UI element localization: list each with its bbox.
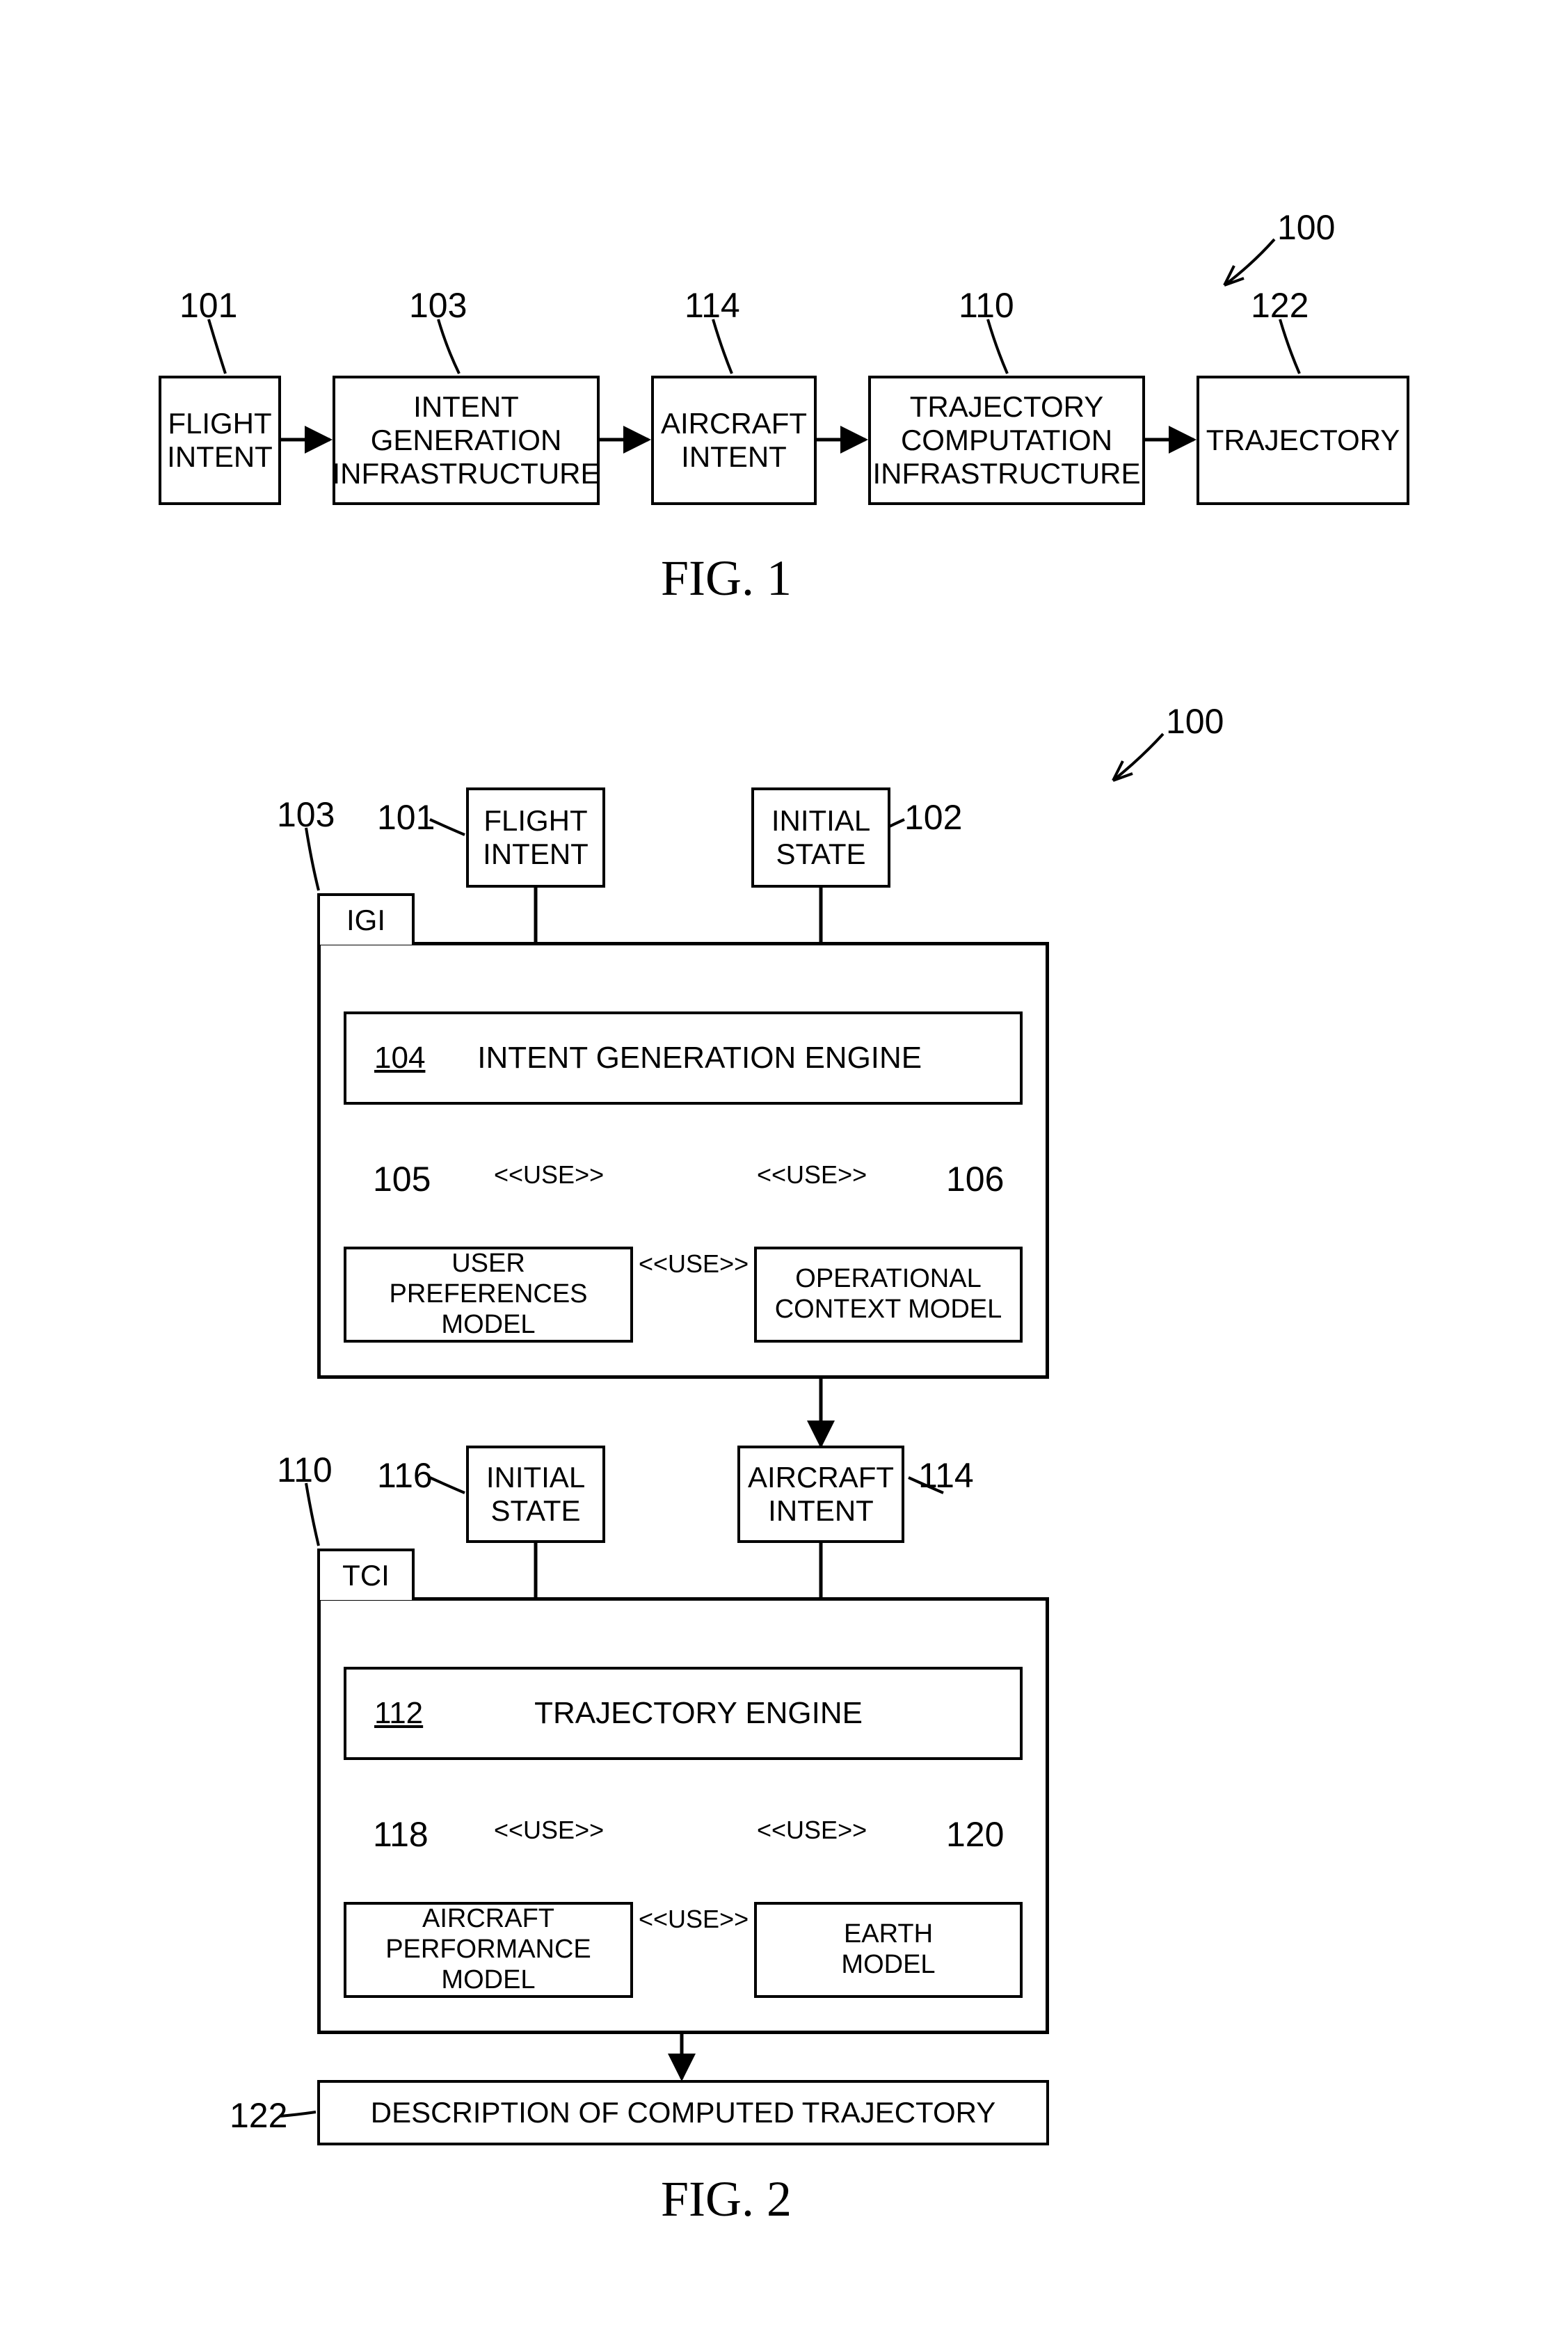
ref-120: 120 (946, 1814, 1004, 1855)
box-label: AIRCRAFTPERFORMANCE MODEL (351, 1904, 626, 1995)
box-intent-gen-infra: INTENTGENERATIONINFRASTRUCTURE (333, 376, 600, 505)
use-3: <<USE>> (639, 1249, 749, 1279)
box-earth-model: EARTHMODEL (754, 1902, 1023, 1998)
box-label: FLIGHTINTENT (167, 407, 273, 474)
box-label: USERPREFERENCES MODEL (351, 1249, 626, 1340)
box-trajectory: TRAJECTORY (1197, 376, 1409, 505)
box-label: INITIALSTATE (771, 804, 870, 872)
box-aircraft-intent: AIRCRAFTINTENT (651, 376, 817, 505)
box-op-context: OPERATIONALCONTEXT MODEL (754, 1247, 1023, 1343)
ref-105: 105 (373, 1159, 431, 1199)
box-label: TRAJECTORY (1206, 424, 1400, 457)
ref-106: 106 (946, 1159, 1004, 1199)
use-4: <<USE>> (494, 1816, 604, 1845)
fig1-caption: FIG. 1 (661, 550, 792, 607)
box-initial-state-2: INITIALSTATE (466, 1446, 605, 1543)
ref-100-f2: 100 (1166, 701, 1224, 742)
ref-116: 116 (377, 1455, 433, 1496)
box-label: AIRCRAFTINTENT (748, 1461, 894, 1528)
fig2-caption: FIG. 2 (661, 2170, 792, 2228)
ref-100-f1: 100 (1277, 207, 1335, 248)
tci-engine: 112 TRAJECTORY ENGINE (344, 1667, 1023, 1760)
ref-103-2: 103 (277, 794, 335, 835)
use-5: <<USE>> (757, 1816, 867, 1845)
engine-label: TRAJECTORY ENGINE (437, 1696, 1016, 1731)
ref-110-2: 110 (277, 1450, 333, 1490)
box-description: DESCRIPTION OF COMPUTED TRAJECTORY (317, 2080, 1049, 2145)
ref-122-2: 122 (230, 2095, 287, 2136)
box-user-pref: USERPREFERENCES MODEL (344, 1247, 633, 1343)
engine-num: 104 (374, 1041, 425, 1076)
box-label: TRAJECTORYCOMPUTATIONINFRASTRUCTURE (873, 390, 1141, 491)
engine-label: INTENT GENERATION ENGINE (439, 1041, 1016, 1076)
igi-tab: IGI (317, 893, 415, 945)
engine-num: 112 (374, 1696, 423, 1731)
box-label: INTENTGENERATIONINFRASTRUCTURE (333, 390, 600, 491)
box-label: DESCRIPTION OF COMPUTED TRAJECTORY (371, 2096, 995, 2129)
box-label: INITIALSTATE (486, 1461, 585, 1528)
ref-114-2: 114 (918, 1455, 974, 1496)
diagram-canvas: FLIGHTINTENT INTENTGENERATIONINFRASTRUCT… (0, 0, 1568, 2336)
ref-101: 101 (179, 285, 237, 326)
ref-114: 114 (685, 285, 740, 326)
use-6: <<USE>> (639, 1905, 749, 1934)
box-aircraft-intent-2: AIRCRAFTINTENT (737, 1446, 904, 1543)
box-flight-intent-2: FLIGHTINTENT (466, 787, 605, 888)
box-initial-state: INITIALSTATE (751, 787, 890, 888)
use-1: <<USE>> (494, 1160, 604, 1190)
box-traj-comp-infra: TRAJECTORYCOMPUTATIONINFRASTRUCTURE (868, 376, 1145, 505)
ref-122: 122 (1251, 285, 1309, 326)
box-label: EARTHMODEL (841, 1919, 935, 1980)
ref-118: 118 (373, 1814, 429, 1855)
box-label: AIRCRAFTINTENT (661, 407, 807, 474)
tab-label: IGI (346, 904, 385, 937)
igi-engine: 104 INTENT GENERATION ENGINE (344, 1011, 1023, 1105)
ref-110: 110 (959, 285, 1014, 326)
box-aircraft-perf: AIRCRAFTPERFORMANCE MODEL (344, 1902, 633, 1998)
use-2: <<USE>> (757, 1160, 867, 1190)
ref-101-2: 101 (377, 797, 435, 838)
box-flight-intent: FLIGHTINTENT (159, 376, 281, 505)
ref-103: 103 (409, 285, 467, 326)
ref-102: 102 (904, 797, 962, 838)
box-label: OPERATIONALCONTEXT MODEL (775, 1264, 1002, 1325)
tci-tab: TCI (317, 1549, 415, 1600)
tab-label: TCI (342, 1559, 390, 1592)
box-label: FLIGHTINTENT (483, 804, 589, 872)
